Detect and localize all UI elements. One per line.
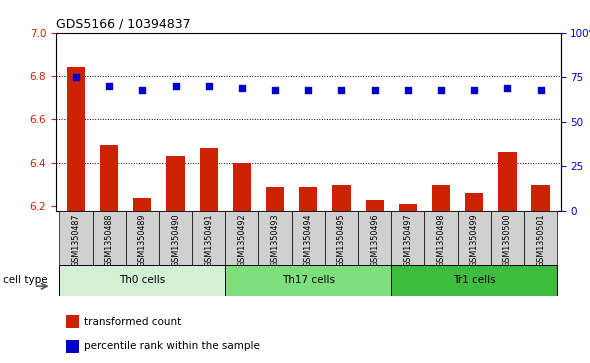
Point	[403, 87, 412, 93]
Bar	[66, 340, 78, 352]
Text: GSM1350489: GSM1350489	[138, 213, 147, 267]
Point	[171, 83, 180, 89]
Bar	[366, 200, 384, 211]
Bar	[199, 148, 218, 211]
Text: GSM1350501: GSM1350501	[536, 213, 545, 267]
Bar	[233, 163, 251, 211]
Point	[237, 85, 247, 91]
Bar	[325, 211, 358, 265]
Bar	[465, 193, 483, 211]
Bar	[93, 211, 126, 265]
Bar	[60, 211, 93, 265]
Bar	[399, 204, 417, 211]
Text: Tr1 cells: Tr1 cells	[453, 276, 496, 285]
Text: GSM1350493: GSM1350493	[271, 213, 280, 267]
Text: GSM1350498: GSM1350498	[437, 213, 445, 267]
Bar	[299, 187, 317, 211]
Text: GSM1350487: GSM1350487	[71, 213, 80, 267]
Bar	[291, 211, 325, 265]
Bar	[133, 197, 152, 211]
Bar	[258, 211, 291, 265]
Point	[270, 87, 280, 93]
Text: GSM1350492: GSM1350492	[237, 213, 247, 267]
Text: GSM1350500: GSM1350500	[503, 213, 512, 267]
Point	[436, 87, 446, 93]
Bar	[458, 211, 491, 265]
Text: GSM1350490: GSM1350490	[171, 213, 180, 267]
Text: GSM1350497: GSM1350497	[404, 213, 412, 267]
Text: GDS5166 / 10394837: GDS5166 / 10394837	[56, 17, 191, 30]
Text: GSM1350496: GSM1350496	[370, 213, 379, 267]
Text: transformed count: transformed count	[84, 317, 181, 327]
Point	[71, 74, 81, 80]
Bar	[225, 265, 391, 296]
Bar	[66, 315, 78, 328]
Bar	[225, 211, 258, 265]
Bar	[358, 211, 391, 265]
Point	[303, 87, 313, 93]
Bar	[159, 211, 192, 265]
Point	[503, 85, 512, 91]
Point	[370, 87, 379, 93]
Bar	[432, 184, 450, 211]
Bar	[524, 211, 557, 265]
Point	[137, 87, 147, 93]
Bar	[100, 146, 118, 211]
Bar	[391, 211, 424, 265]
Text: Th17 cells: Th17 cells	[282, 276, 335, 285]
Bar	[192, 211, 225, 265]
Text: percentile rank within the sample: percentile rank within the sample	[84, 341, 260, 351]
Bar	[491, 211, 524, 265]
Point	[536, 87, 545, 93]
Bar	[60, 265, 225, 296]
Text: GSM1350488: GSM1350488	[104, 213, 114, 267]
Bar	[391, 265, 557, 296]
Point	[470, 87, 479, 93]
Bar	[332, 184, 350, 211]
Bar	[266, 187, 284, 211]
Bar	[166, 156, 185, 211]
Text: cell type: cell type	[3, 275, 48, 285]
Text: GSM1350495: GSM1350495	[337, 213, 346, 267]
Text: GSM1350491: GSM1350491	[204, 213, 213, 267]
Text: GSM1350499: GSM1350499	[470, 213, 478, 267]
Bar	[424, 211, 458, 265]
Point	[337, 87, 346, 93]
Bar	[532, 184, 550, 211]
Bar	[499, 152, 516, 211]
Bar	[67, 68, 85, 211]
Text: Th0 cells: Th0 cells	[119, 276, 165, 285]
Text: GSM1350494: GSM1350494	[304, 213, 313, 267]
Bar	[126, 211, 159, 265]
Point	[204, 83, 214, 89]
Point	[104, 83, 114, 89]
